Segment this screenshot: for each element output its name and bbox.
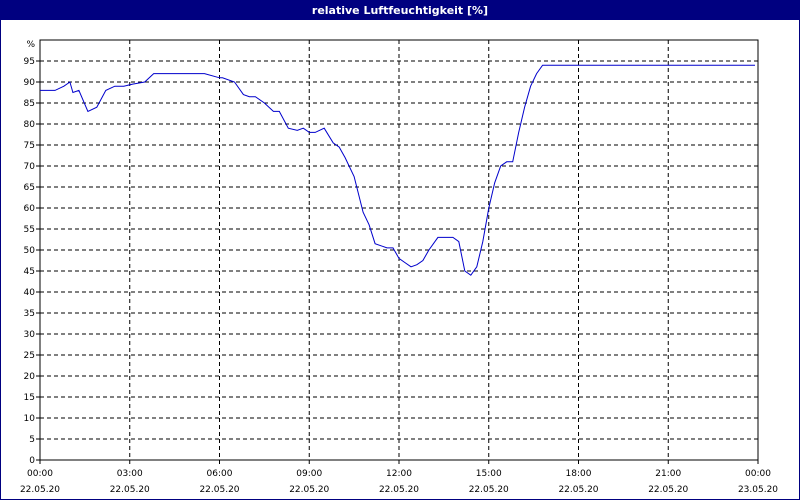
y-tick-label: 90	[24, 78, 36, 88]
x-tick-time-label: 15:00	[476, 469, 502, 479]
x-axis-ticks: 00:00 22.05.20 03:00 22.05.20 06:00 22.05.20 0…	[20, 460, 778, 495]
chart-title: relative Luftfeuchtigkeit [%]	[1, 1, 799, 20]
y-tick-label: 35	[24, 309, 35, 319]
x-tick-time-label: 09:00	[296, 469, 322, 479]
x-tick-time-label: 00:00	[27, 469, 53, 479]
x-tick-date-label: 22.05.20	[199, 485, 239, 495]
y-tick-label: 10	[24, 414, 36, 424]
x-tick-time-label: 06:00	[207, 469, 233, 479]
y-axis-ticks: 0 5 10 15 20 25 30 35 40 45 50 55 60 65 70 75 80 85 90 95	[24, 57, 40, 466]
y-tick-label: 55	[24, 225, 35, 235]
x-tick-date-label: 23.05.20	[738, 485, 778, 495]
y-tick-label: 30	[24, 330, 36, 340]
y-tick-label: 15	[24, 393, 35, 403]
y-tick-label: 50	[24, 246, 36, 256]
grid-lines	[40, 40, 758, 460]
y-tick-label: 60	[24, 204, 36, 214]
x-tick-time-label: 12:00	[386, 469, 412, 479]
x-tick-date-label: 22.05.20	[558, 485, 598, 495]
y-tick-label: 80	[24, 120, 36, 130]
x-tick-date-label: 22.05.20	[648, 485, 688, 495]
y-tick-label: 0	[29, 456, 35, 466]
x-tick-date-label: 22.05.20	[379, 485, 419, 495]
y-tick-label: 25	[24, 351, 35, 361]
humidity-series-line	[40, 64, 755, 276]
y-tick-label: 70	[24, 162, 36, 172]
y-tick-label: 45	[24, 267, 35, 277]
y-tick-label: 95	[24, 57, 35, 67]
x-tick-date-label: 22.05.20	[469, 485, 509, 495]
y-tick-label: 40	[24, 288, 36, 298]
y-tick-label: 20	[24, 372, 36, 382]
y-tick-label: 65	[24, 183, 35, 193]
x-tick-time-label: 00:00	[745, 469, 771, 479]
y-tick-label: 75	[24, 141, 35, 151]
y-unit-label: %	[26, 40, 35, 50]
x-tick-time-label: 03:00	[117, 469, 143, 479]
x-tick-date-label: 22.05.20	[20, 485, 60, 495]
y-tick-label: 5	[29, 435, 35, 445]
y-tick-label: 85	[24, 99, 35, 109]
x-tick-date-label: 22.05.20	[110, 485, 150, 495]
x-tick-time-label: 21:00	[655, 469, 681, 479]
x-tick-date-label: 22.05.20	[289, 485, 329, 495]
x-tick-time-label: 18:00	[566, 469, 592, 479]
